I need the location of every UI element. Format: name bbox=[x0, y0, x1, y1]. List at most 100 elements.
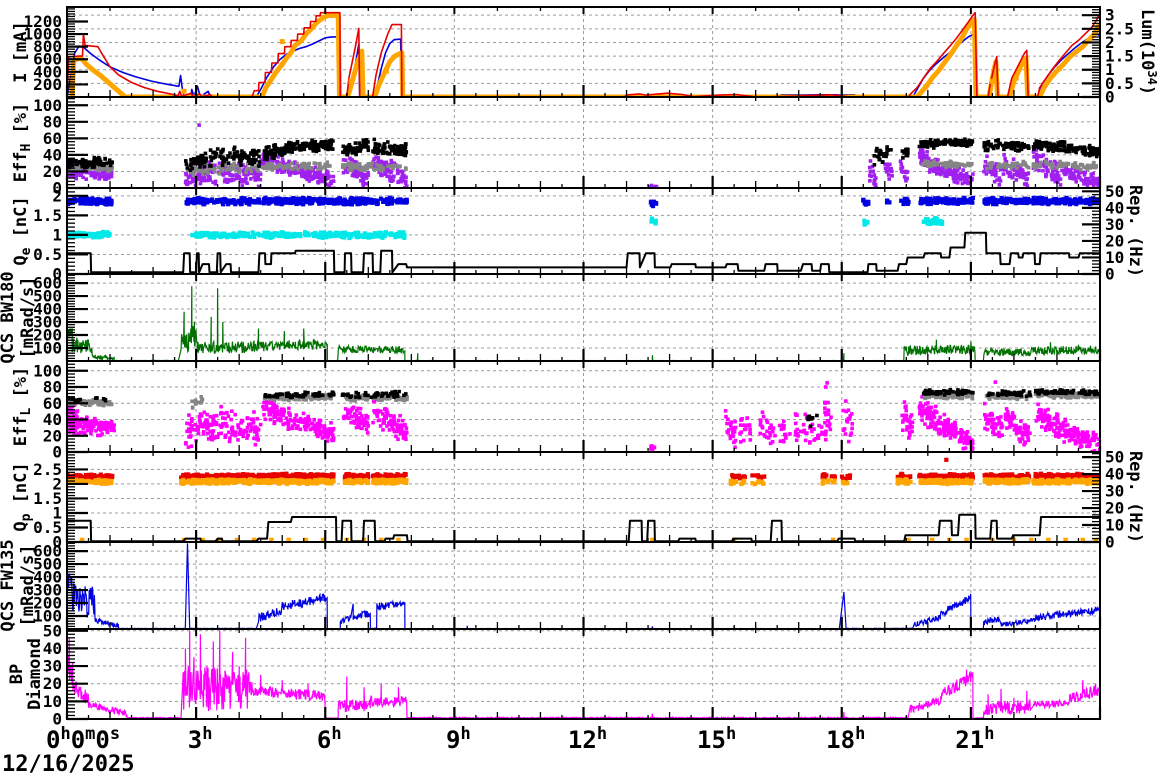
current-right-tick-label: 3 bbox=[1105, 6, 1115, 25]
eff-h-top-points bbox=[67, 137, 1100, 172]
xtick-label-0h: 0h0m0s bbox=[46, 724, 120, 754]
qp-ytick-label: 2.5 bbox=[33, 460, 62, 479]
qcs_fw-axis-title: [mRad/s] bbox=[18, 545, 38, 627]
qcs_fw-ytick-label: 100 bbox=[33, 607, 62, 626]
current-right-tick-label: 2 bbox=[1105, 33, 1115, 52]
bp-axis-title: Diamond bbox=[25, 638, 45, 710]
xtick-label-12h: 12h bbox=[568, 724, 607, 754]
qp-ytick-label: 1 bbox=[52, 503, 62, 522]
current-ytick-label: 200 bbox=[33, 75, 62, 94]
eff_l-ytick-label: 100 bbox=[33, 361, 62, 380]
current-ytick-label: 600 bbox=[33, 50, 62, 69]
eff_l-ytick-label: 20 bbox=[43, 426, 62, 445]
panel-bp bbox=[67, 629, 1100, 719]
bp-axis-title: BP bbox=[7, 664, 27, 684]
panel-current bbox=[67, 7, 1100, 97]
qcs_bw-ytick-label: 600 bbox=[33, 274, 62, 293]
panel-qcs_fw bbox=[67, 542, 1100, 629]
qe-ytick-label: 0 bbox=[52, 265, 62, 284]
bp-ytick-label: 10 bbox=[43, 692, 62, 711]
qp-right-tick-label: 50 bbox=[1105, 448, 1124, 467]
eff-l-inj-points bbox=[67, 380, 1100, 452]
qcs_fw-ytick-label: 200 bbox=[33, 594, 62, 613]
eff_h-ytick-label: 60 bbox=[43, 129, 62, 148]
eff_l-ytick-label: 80 bbox=[43, 378, 62, 397]
xtick-label-15h: 15h bbox=[697, 724, 736, 754]
current-right-tick-label: 2.5 bbox=[1105, 19, 1134, 38]
qcs_bw-ytick-label: 500 bbox=[33, 287, 62, 306]
panel-eff_l bbox=[67, 361, 1100, 452]
panel-eff_h bbox=[67, 97, 1100, 188]
eff_h-ytick-label: 100 bbox=[33, 96, 62, 115]
qp-ytick-label: 0 bbox=[52, 533, 62, 552]
lum-markers-points bbox=[181, 39, 1062, 94]
current-ytick-label: 1200 bbox=[23, 12, 62, 31]
qcs_bw-axis-title: QCS BW180 bbox=[0, 271, 18, 363]
qe-axis-title: Qe [nC] bbox=[11, 196, 34, 265]
qe-ytick-label: 1.5 bbox=[33, 206, 62, 225]
eff_l-ytick-label: 40 bbox=[43, 410, 62, 429]
eff_l-axis-title: EffL [%] bbox=[11, 367, 34, 447]
qcs_fw-ytick-label: 600 bbox=[33, 542, 62, 561]
qe-rep-rate-series bbox=[67, 231, 1100, 274]
current-ytick-label: 400 bbox=[33, 62, 62, 81]
current-right-tick-label: 0 bbox=[1105, 88, 1115, 107]
qp-right-tick-label: 30 bbox=[1105, 482, 1124, 501]
bp-diamond-dose-series bbox=[67, 630, 1100, 719]
panel-qp bbox=[67, 452, 1100, 542]
qp-right-tick-label: 0 bbox=[1105, 533, 1115, 552]
eff_h-ytick-label: 0 bbox=[52, 179, 62, 198]
current-right-tick-label: 0.5 bbox=[1105, 74, 1134, 93]
qp-axis-title: Qp [nC] bbox=[11, 462, 34, 531]
qcs_bw-ytick-label: 400 bbox=[33, 300, 62, 319]
qcs_bw-ytick-label: 100 bbox=[33, 339, 62, 358]
current-axis-title: I [mA] bbox=[11, 21, 31, 82]
eff_l-ytick-label: 60 bbox=[43, 394, 62, 413]
qcs_fw-ytick-label: 500 bbox=[33, 555, 62, 574]
qe-ytick-label: 2 bbox=[52, 186, 62, 205]
qp-right-tick-label: 20 bbox=[1105, 499, 1124, 518]
xtick-label-9h: 9h bbox=[446, 724, 471, 754]
xtick-label-21h: 21h bbox=[955, 724, 994, 754]
bp-ytick-label: 0 bbox=[52, 710, 62, 729]
qe-right-tick-label: 0 bbox=[1105, 265, 1115, 284]
qe-ytick-label: 1 bbox=[52, 225, 62, 244]
xtick-label-18h: 18h bbox=[826, 724, 865, 754]
bp-ytick-label: 40 bbox=[43, 639, 62, 658]
panel-qe bbox=[67, 188, 1100, 274]
xtick-label-6h: 6h bbox=[317, 724, 342, 754]
qe-right-tick-label: 10 bbox=[1105, 248, 1124, 267]
bp-ytick-label: 20 bbox=[43, 674, 62, 693]
qe-right-axis-title: Rep. (Hz) bbox=[1125, 185, 1145, 277]
qp-ytick-label: 2 bbox=[52, 474, 62, 493]
qcs_fw-axis-title: QCS FW135 bbox=[0, 539, 18, 631]
qe-right-tick-label: 20 bbox=[1105, 231, 1124, 250]
current-ytick-label: 1000 bbox=[23, 25, 62, 44]
qe-right-tick-label: 30 bbox=[1105, 215, 1124, 234]
xtick-label-3h: 3h bbox=[188, 724, 213, 754]
bp-ytick-label: 50 bbox=[43, 621, 62, 640]
qp-rep-rate-series bbox=[67, 513, 1100, 542]
qe-right-tick-label: 40 bbox=[1105, 198, 1124, 217]
qp-right-axis-title: Rep. (Hz) bbox=[1125, 451, 1145, 543]
qe-charge-points bbox=[67, 195, 1100, 209]
eff_h-ytick-label: 20 bbox=[43, 162, 62, 181]
qcs_bw-ytick-label: 200 bbox=[33, 326, 62, 345]
qe-right-tick-label: 50 bbox=[1105, 182, 1124, 201]
qcs_fw-ytick-label: 400 bbox=[33, 568, 62, 587]
eff_h-ytick-label: 40 bbox=[43, 145, 62, 164]
current-right-axis-title: Lum(1034) bbox=[1137, 9, 1159, 95]
current-right-tick-label: 1.5 bbox=[1105, 47, 1134, 66]
qe-secondary-points bbox=[67, 216, 945, 241]
panel-qcs_bw bbox=[67, 274, 1100, 361]
eff_h-ytick-label: 80 bbox=[43, 112, 62, 131]
eff_l-ytick-label: 0 bbox=[52, 443, 62, 462]
date-label: 12/16/2025 bbox=[2, 752, 135, 777]
qcs_fw-ytick-label: 300 bbox=[33, 581, 62, 600]
qp-right-tick-label: 10 bbox=[1105, 516, 1124, 535]
qcs_bw-ytick-label: 300 bbox=[33, 313, 62, 332]
